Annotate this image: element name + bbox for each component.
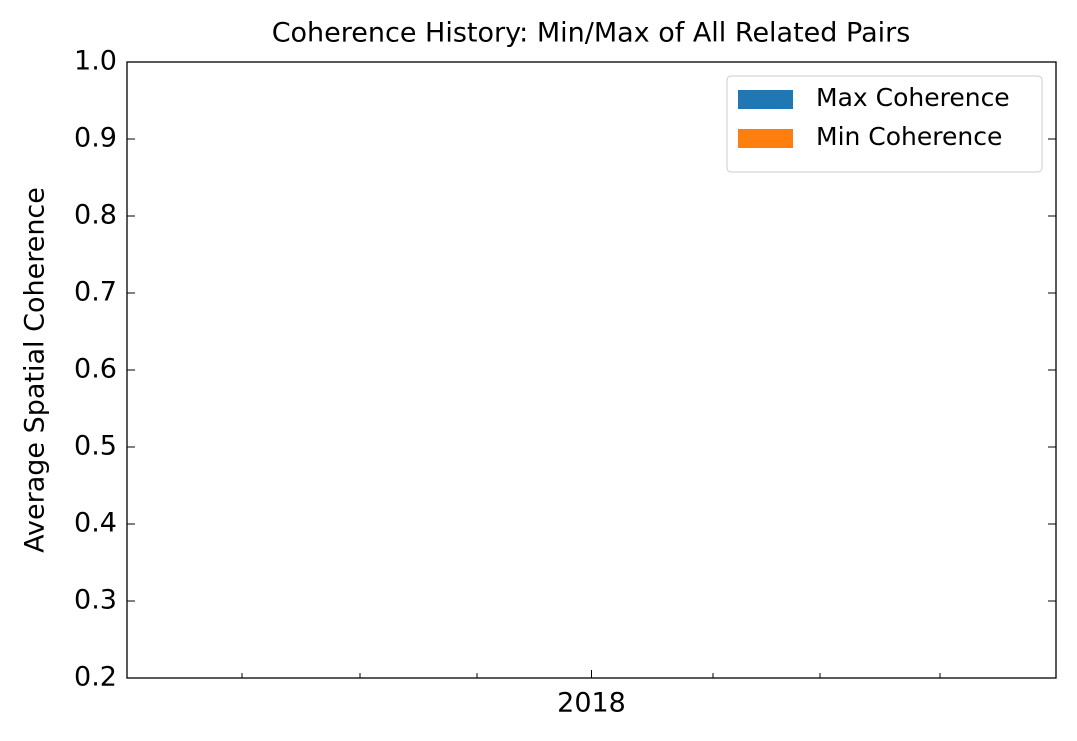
y-tick-label: 0.7 bbox=[74, 277, 117, 308]
x-tick-label: 2018 bbox=[557, 688, 626, 719]
y-tick-label: 0.3 bbox=[74, 585, 117, 616]
legend-label: Max Coherence bbox=[816, 83, 1010, 112]
y-tick-label: 1.0 bbox=[74, 46, 117, 77]
legend-swatch bbox=[738, 90, 793, 109]
y-tick-label: 0.5 bbox=[74, 431, 117, 462]
legend-box bbox=[726, 75, 1043, 173]
y-tick-label: 0.2 bbox=[74, 662, 117, 693]
y-tick-label: 0.4 bbox=[74, 508, 117, 539]
minor-ticks bbox=[241, 673, 941, 678]
chart-title: Coherence History: Min/Max of All Relate… bbox=[272, 18, 911, 49]
plot-frame bbox=[126, 61, 1057, 679]
y-axis-label: Average Spatial Coherence bbox=[20, 187, 51, 553]
legend-swatch bbox=[738, 129, 793, 148]
y-tick-label: 0.9 bbox=[74, 123, 117, 154]
legend-label: Min Coherence bbox=[816, 122, 1002, 151]
y-tick-label: 0.6 bbox=[74, 354, 117, 385]
y-tick-label: 0.8 bbox=[74, 200, 117, 231]
